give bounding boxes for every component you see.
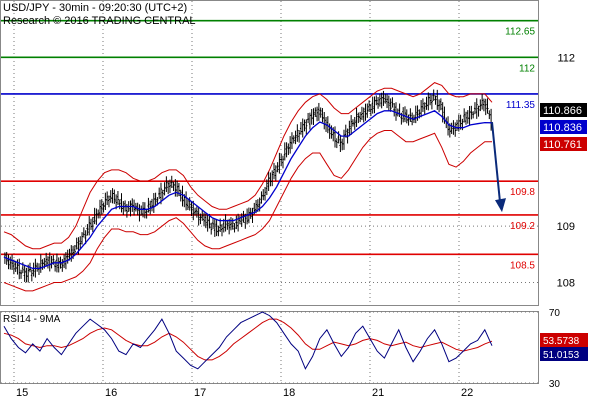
level-lines: 112.65 112 111.35 109.8 109.2 108.5 — [1, 19, 538, 271]
bollinger-lower-line — [3, 130, 492, 292]
rsi-tag-label: 51.0153 — [543, 350, 580, 361]
price-tick-label: 109 — [557, 221, 575, 233]
rsi-lines — [3, 311, 493, 370]
level-label: 112 — [519, 63, 535, 74]
level-label: 109.8 — [510, 187, 535, 198]
price-tag-box — [540, 120, 587, 134]
rsi-title: RSI14 - 9MA — [3, 314, 61, 325]
level-label: 111.35 — [506, 100, 536, 111]
price-panel-frame — [0, 0, 539, 306]
rsi-tag-box — [540, 333, 588, 347]
rsi-panel-frame — [0, 311, 539, 384]
price-tags: 110.866 110.836 110.761 53.5738 51.0153 — [540, 103, 588, 361]
axis-labels: 108 109 112 30 70 15 16 17 18 21 22 — [16, 52, 575, 399]
day-tick-label: 15 — [16, 387, 28, 399]
price-tick-label: 108 — [557, 277, 575, 289]
level-label: 108.5 — [510, 260, 535, 271]
rsi-tag-box — [540, 347, 588, 361]
day-tick-label: 18 — [283, 387, 295, 399]
price-tag-label: 110.836 — [543, 122, 582, 134]
bollinger-upper-line — [3, 82, 493, 250]
chart-copyright: Research © 2016 TRADING CENTRAL — [3, 15, 196, 27]
forecast-arrow-head — [495, 198, 506, 213]
forecast-arrow-shaft — [491, 121, 501, 203]
price-tick-label: 112 — [557, 52, 575, 64]
rsi-ma-line — [3, 318, 493, 361]
chart-title: USD/JPY - 30min - 09:20:30 (UTC+2) — [3, 2, 187, 14]
level-label: 109.2 — [510, 221, 535, 232]
price-tag-label: 110.866 — [543, 105, 582, 117]
moving-average-line — [3, 110, 493, 270]
moving-average — [3, 110, 493, 270]
day-tick-label: 21 — [372, 387, 384, 399]
bollinger-bands — [3, 82, 493, 292]
rsi-line — [3, 311, 493, 370]
rsi-tick-label: 70 — [549, 308, 561, 319]
day-tick-label: 22 — [461, 387, 473, 399]
forecast-arrow — [491, 121, 506, 213]
price-tag-label: 110.761 — [543, 139, 582, 151]
rsi-tag-label: 53.5738 — [543, 336, 580, 347]
day-tick-label: 17 — [194, 387, 206, 399]
rsi-tick-label: 30 — [549, 379, 561, 390]
price-tag-box — [540, 103, 587, 117]
price-tag-box — [540, 137, 587, 151]
day-tick-label: 16 — [105, 387, 117, 399]
candles — [3, 89, 493, 283]
level-label: 112.65 — [505, 27, 535, 38]
